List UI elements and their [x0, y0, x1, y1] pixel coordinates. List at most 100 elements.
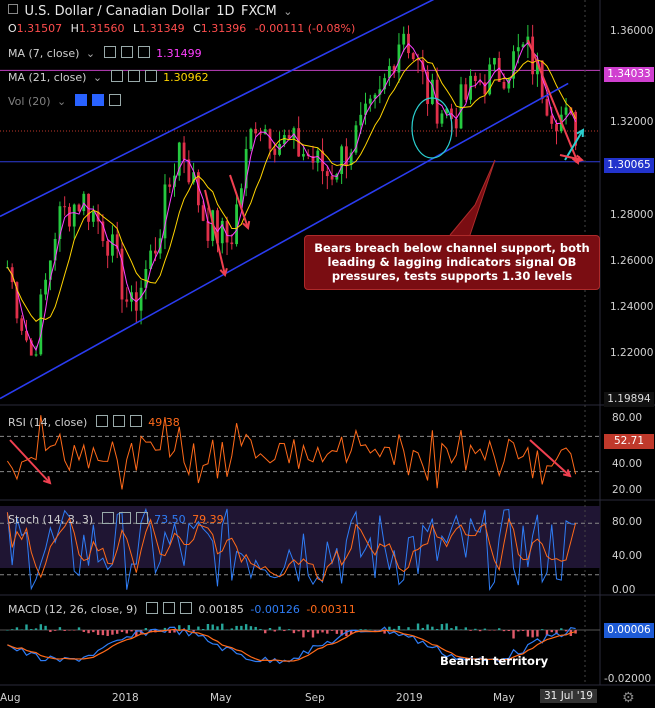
macd-histogram-bar: [445, 623, 448, 630]
macd-histogram-bar: [101, 630, 105, 636]
macd-histogram-bar: [244, 624, 248, 630]
time-label: Sep: [305, 692, 325, 704]
candle-body: [555, 123, 558, 132]
ma21-label: MA (21, close): [8, 71, 87, 84]
candle-body: [63, 206, 67, 208]
close-icon[interactable]: [137, 46, 150, 58]
eye-icon[interactable]: [110, 70, 123, 82]
macd-histogram-bar: [531, 630, 534, 638]
macd-legend[interactable]: MACD (12, 26, close, 9) 0.00185 -0.00126…: [8, 602, 359, 616]
eye-icon[interactable]: [101, 512, 114, 524]
collapse-icon[interactable]: [8, 4, 18, 14]
eye-icon[interactable]: [74, 94, 87, 106]
rsi-tick: 40.00: [612, 458, 643, 470]
eye-icon[interactable]: [145, 602, 158, 614]
rsi-legend[interactable]: RSI (14, close) 49.38: [8, 415, 183, 429]
trend-arrow: [219, 267, 228, 278]
candle-body: [115, 234, 119, 249]
macd-histogram-bar: [373, 630, 377, 631]
close-icon[interactable]: [135, 512, 148, 524]
price-tick: 1.24000: [610, 301, 654, 313]
time-label: May: [210, 692, 232, 704]
close-icon[interactable]: [129, 415, 142, 427]
price-tick: 1.36000: [610, 25, 654, 37]
chevron-down-icon[interactable]: ⌄: [85, 47, 96, 60]
macd-histogram-bar: [216, 626, 219, 630]
candle-body: [512, 51, 515, 79]
macd-histogram-bar: [349, 630, 353, 635]
macd-histogram-bar: [63, 630, 66, 631]
candle-body: [139, 287, 143, 311]
candle-body: [368, 98, 372, 104]
stoch-k-line: [6, 507, 576, 591]
gear-icon[interactable]: [162, 602, 175, 614]
stoch-legend[interactable]: Stoch (14, 3, 3) 73.50 79.39: [8, 512, 227, 526]
price-tag-mid: 1.30065: [604, 158, 654, 173]
chevron-down-icon[interactable]: ⌄: [92, 71, 103, 84]
trend-arrow: [576, 128, 585, 138]
low-value: 1.31349: [139, 22, 185, 35]
gear-icon[interactable]: [127, 70, 140, 82]
stoch-d-value: 79.39: [192, 513, 224, 526]
macd-histogram-bar: [369, 629, 372, 631]
candle-body: [192, 172, 196, 183]
candle-body: [25, 330, 28, 341]
candle-body: [77, 204, 81, 212]
candle-body: [383, 78, 387, 90]
vol-legend[interactable]: Vol (20) ⌄: [8, 94, 124, 108]
gear-icon[interactable]: [120, 46, 133, 58]
macd-histogram-bar: [450, 628, 453, 630]
candle-body: [106, 241, 110, 256]
close-icon[interactable]: [108, 94, 121, 106]
rsi-arrow: [529, 439, 571, 477]
macd-histogram-bar: [311, 630, 315, 638]
rsi-arrow: [9, 439, 51, 484]
candle-body: [111, 234, 114, 256]
highlight-ellipse: [411, 97, 453, 159]
open-label: O: [8, 22, 17, 35]
macd-histogram-bar: [488, 630, 491, 631]
candle-body: [96, 211, 100, 222]
chevron-down-icon[interactable]: ⌄: [283, 5, 293, 18]
macd-histogram-bar: [512, 630, 515, 639]
ma21-legend[interactable]: MA (21, close) ⌄ 1.30962: [8, 70, 212, 84]
macd-histogram-bar: [273, 630, 276, 632]
gear-icon[interactable]: [112, 415, 125, 427]
stoch-tick: 80.00: [612, 516, 643, 528]
eye-icon[interactable]: [95, 415, 108, 427]
candle-body: [239, 188, 243, 205]
candle-body: [168, 184, 172, 187]
candle-body: [249, 128, 253, 149]
close-icon[interactable]: [144, 70, 157, 82]
rsi-value: 49.38: [148, 416, 180, 429]
macd-histogram-bar: [335, 630, 339, 634]
macd-histogram-bar: [397, 625, 401, 630]
close-icon[interactable]: [179, 602, 192, 614]
price-tag-bottom: 1.19894: [604, 392, 654, 407]
candle-body: [454, 119, 458, 129]
candle-body: [497, 57, 501, 82]
macd-histogram-bar: [6, 630, 9, 631]
macd-histogram-bar: [421, 627, 425, 630]
ma7-legend[interactable]: MA (7, close) ⌄ 1.31499: [8, 46, 205, 60]
gear-icon[interactable]: [118, 512, 131, 524]
stoch-k-value: 73.50: [154, 513, 186, 526]
macd-tick: -0.02000: [604, 673, 652, 685]
macd-histogram-bar: [330, 630, 334, 631]
macd-histogram-bar: [326, 630, 329, 634]
macd-histogram-bar: [364, 629, 367, 630]
candle-body: [68, 206, 71, 227]
ma7-line: [6, 41, 577, 352]
price-tick: 1.22000: [610, 347, 654, 359]
analysis-callout: Bears breach below channel support, both…: [304, 235, 600, 290]
gear-icon[interactable]: ⚙: [622, 690, 635, 706]
gear-icon[interactable]: [91, 94, 104, 106]
candle-body: [177, 142, 181, 176]
chevron-down-icon[interactable]: ⌄: [57, 95, 67, 108]
macd-histogram-bar: [474, 628, 477, 630]
eye-icon[interactable]: [103, 46, 116, 58]
macd-histogram-bar: [211, 624, 214, 630]
candle-body: [87, 193, 90, 222]
macd-histogram-bar: [225, 629, 229, 631]
